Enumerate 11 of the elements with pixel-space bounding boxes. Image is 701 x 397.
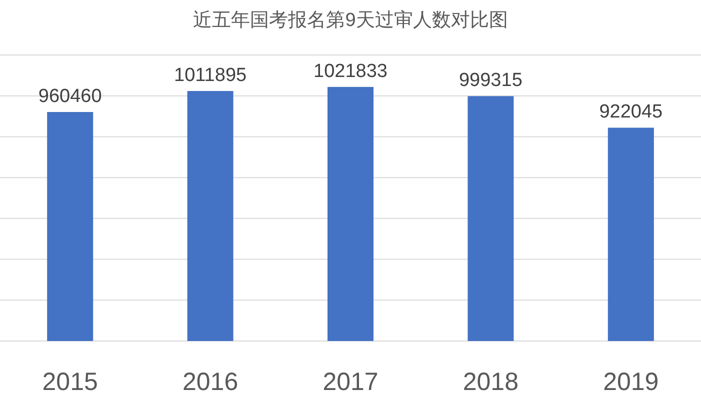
data-label: 922045 bbox=[599, 102, 663, 123]
title: 近五年国考报名第9天过审人数对比图 bbox=[193, 10, 508, 31]
data-label: 1021833 bbox=[314, 60, 388, 82]
x-tick-label: 2015 bbox=[42, 368, 98, 396]
x-tick-label: 2019 bbox=[603, 368, 659, 396]
data-label: 1011895 bbox=[174, 64, 247, 86]
data-label: 999315 bbox=[458, 70, 522, 92]
x-tick-label: 2017 bbox=[322, 368, 378, 396]
x-tick-label: 2016 bbox=[182, 368, 238, 396]
data-label: 960460 bbox=[38, 86, 102, 108]
x-tick-label: 2018 bbox=[462, 368, 519, 396]
